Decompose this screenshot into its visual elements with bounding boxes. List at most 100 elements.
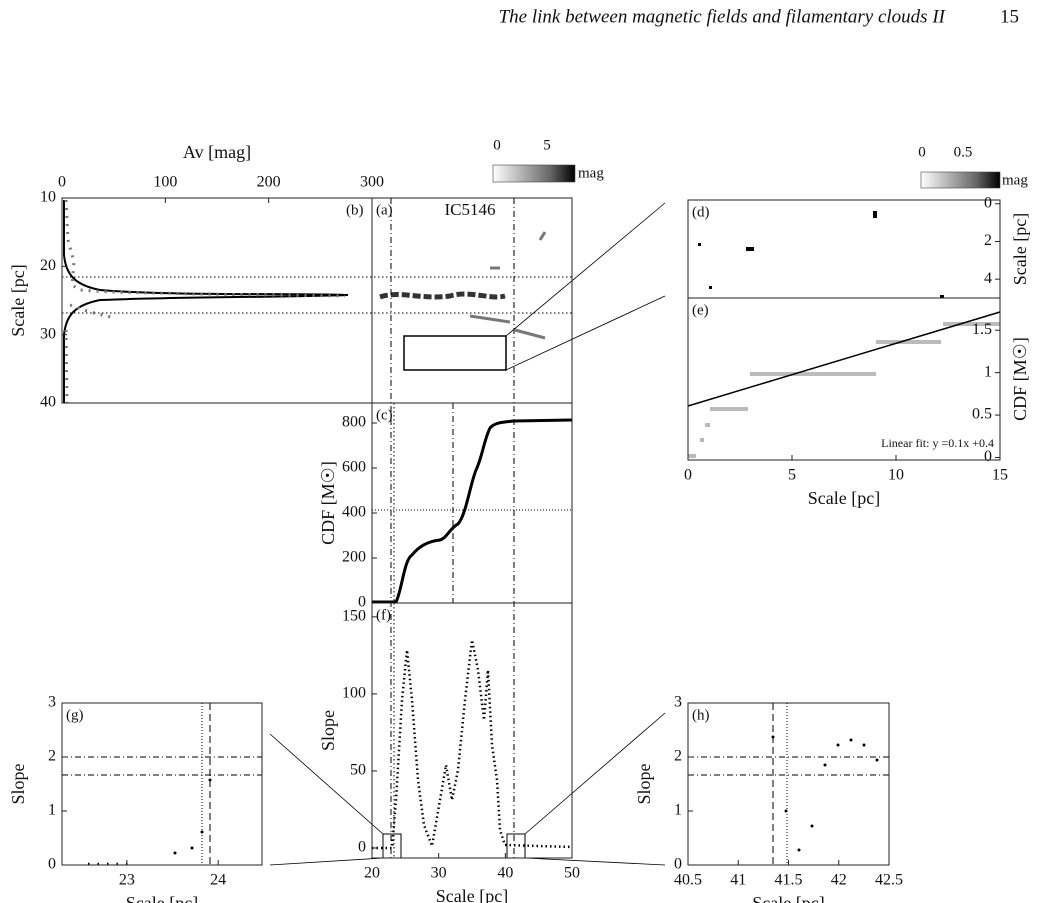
panel-frame [687, 297, 1001, 461]
zoom-box [403, 335, 507, 371]
y-axis-label: Scale [pc] [1010, 213, 1030, 285]
x-tick-label: 42 [831, 872, 847, 889]
colorbar [920, 171, 1001, 189]
y-tick-label: 100 [342, 685, 366, 702]
x-tick-label: 10 [888, 467, 904, 484]
y-tick-label: 2 [48, 748, 56, 765]
zoom-h [688, 703, 889, 865]
cdf-curve [372, 418, 573, 604]
slope-points [372, 639, 573, 851]
panel-frame [687, 199, 1001, 299]
colorbar-tick: 0 [918, 144, 926, 160]
y-tick-label: 20 [40, 257, 56, 274]
y-tick-label: 0 [984, 194, 992, 211]
x-tick-label: 23 [119, 872, 135, 889]
x-tick-label: 41.5 [775, 872, 803, 889]
y-tick-label: 1 [48, 802, 56, 819]
zoom-box [382, 833, 402, 859]
x-tick-label: 41 [730, 872, 746, 889]
profile-points [64, 199, 346, 298]
x-tick-label: 50 [564, 865, 580, 882]
y-tick-label: 0.5 [972, 406, 992, 423]
x-tick-label: 40.5 [674, 872, 702, 889]
colorbar-unit: mag [1002, 172, 1028, 188]
y-tick-label: 50 [350, 762, 366, 779]
y-tick-label: 400 [342, 504, 366, 521]
panel-frame [371, 402, 573, 604]
running-title: The link between magnetic fields and fil… [499, 6, 947, 27]
y-axis-label: CDF [M☉] [1010, 337, 1030, 421]
fit-annotation: Linear fit: y =0.1x +0.4 [881, 436, 994, 450]
cdf-steps [688, 322, 1000, 458]
map-pixels [698, 211, 944, 298]
y-tick-label: 10 [40, 189, 56, 206]
panel-frame [371, 197, 573, 404]
x-tick-label: 5 [788, 467, 796, 484]
y-tick-label: 1 [674, 802, 682, 819]
x-tick-label: 20 [364, 865, 380, 882]
x-axis-label: Av [mag] [183, 142, 251, 162]
arrows [269, 202, 666, 866]
panel-label: (b) [346, 202, 364, 218]
x-axis-label: Scale [pc] [436, 886, 508, 903]
y-tick-label: 150 [342, 608, 366, 625]
y-tick-label: 2 [674, 748, 682, 765]
x-tick-label: 100 [153, 174, 177, 191]
y-tick-label: 30 [40, 325, 56, 342]
y-tick-label: 0 [358, 594, 366, 611]
panel-frame [61, 702, 263, 866]
x-tick-label: 0 [684, 467, 692, 484]
y-tick-label: 600 [342, 459, 366, 476]
y-tick-label: 2 [984, 232, 992, 249]
y-tick-label: 0 [674, 856, 682, 873]
x-tick-label: 300 [360, 174, 384, 191]
y-tick-label: 3 [674, 694, 682, 711]
panel-label: (f) [376, 607, 391, 623]
colorbar-tick: 0.5 [954, 144, 973, 160]
x-tick-label: 30 [431, 865, 447, 882]
panel-label: (g) [66, 707, 84, 723]
colorbar [492, 164, 576, 183]
y-tick-label: 1 [984, 363, 992, 380]
x-tick-label: 40 [497, 865, 513, 882]
x-axis-label: Scale [pc] [126, 893, 198, 903]
fit-line [687, 311, 1001, 407]
x-axis-label: Scale [pc] [752, 893, 824, 903]
colorbar-tick: 0 [493, 137, 501, 153]
y-tick-label: 0 [984, 448, 992, 465]
y-axis-label: CDF [M☉] [318, 461, 338, 545]
zoom-g [62, 703, 262, 865]
profile-curve [63, 200, 349, 403]
profile-points [64, 303, 116, 404]
y-tick-label: 4 [984, 270, 992, 287]
panel-label: (c) [376, 407, 393, 423]
y-tick-label: 1.5 [972, 321, 992, 338]
panel-label: (e) [692, 302, 709, 318]
panel-frame [687, 702, 890, 866]
x-tick-label: 15 [992, 467, 1008, 484]
x-tick-label: 200 [257, 174, 281, 191]
map-structure [379, 291, 506, 300]
x-tick-label: 42.5 [875, 872, 903, 889]
panel-name: IC5146 [445, 200, 496, 219]
x-tick-label: 24 [210, 872, 226, 889]
page-number: 15 [1000, 6, 1019, 27]
y-tick-label: 0 [358, 839, 366, 856]
colorbar-tick: 5 [543, 137, 551, 153]
panel-frame [371, 602, 573, 859]
y-tick-label: 0 [48, 856, 56, 873]
y-axis-label: Scale [pc] [8, 264, 28, 336]
y-axis-label: Slope [634, 763, 654, 804]
colorbar-unit: mag [578, 165, 604, 181]
y-tick-label: 3 [48, 694, 56, 711]
panel-label: (h) [692, 707, 710, 723]
y-axis-label: Slope [318, 710, 338, 751]
y-tick-label: 40 [40, 394, 56, 411]
y-tick-label: 200 [342, 549, 366, 566]
map-structure [469, 231, 547, 340]
y-axis-label: Slope [8, 763, 28, 804]
panel-label: (a) [376, 202, 393, 218]
drawings [62, 198, 1001, 866]
y-tick-label: 800 [342, 414, 366, 431]
